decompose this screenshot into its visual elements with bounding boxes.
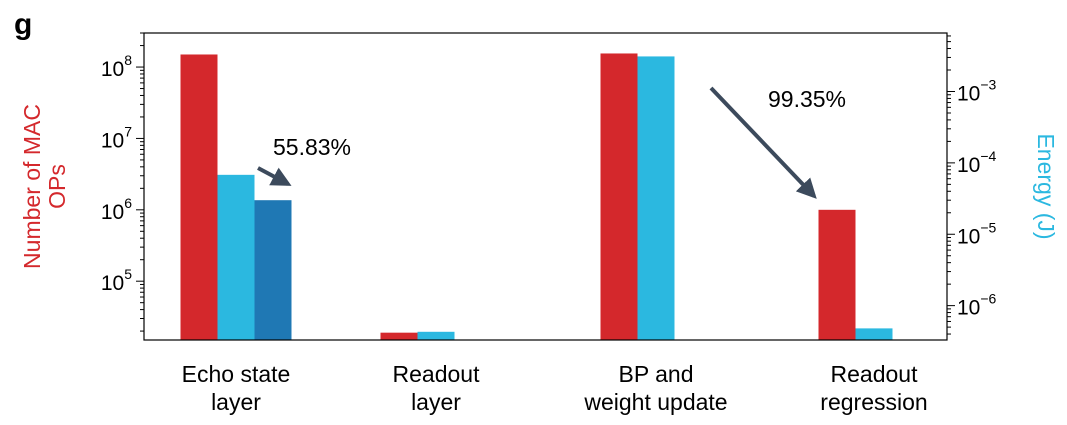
left-axis-label: Number of MACOPs bbox=[19, 104, 70, 269]
left-tick-label: 108 bbox=[101, 52, 132, 81]
bar-series1-cat1 bbox=[417, 331, 455, 340]
reduction-arrow bbox=[709, 86, 817, 199]
bar-series1-cat2 bbox=[637, 56, 675, 340]
panel-label: g bbox=[14, 8, 33, 41]
reduction-label: 55.83% bbox=[273, 134, 351, 160]
left-tick-label: 106 bbox=[101, 195, 132, 224]
category-label: Readout layer bbox=[393, 361, 481, 415]
bar-series2-cat0 bbox=[254, 200, 292, 340]
left-tick-label: 105 bbox=[101, 266, 132, 295]
bar-series0-cat3 bbox=[818, 209, 856, 340]
right-tick-label: 10−6 bbox=[957, 291, 997, 320]
right-tick-label: 10−3 bbox=[957, 76, 997, 105]
category-label: Readout regression bbox=[820, 361, 927, 415]
reduction-arrow bbox=[257, 166, 292, 186]
right-tick-label: 10−4 bbox=[957, 148, 997, 177]
bar-series1-cat0 bbox=[217, 174, 255, 340]
category-label: BP and weight update bbox=[583, 361, 727, 415]
bar-series0-cat2 bbox=[600, 53, 638, 341]
category-label: Echo state layer bbox=[182, 361, 291, 415]
right-tick-label: 10−5 bbox=[957, 219, 997, 248]
left-tick-label: 107 bbox=[101, 123, 132, 152]
right-axis-label: Energy (J) bbox=[1033, 133, 1059, 239]
bar-series0-cat0 bbox=[180, 54, 218, 340]
bar-series1-cat3 bbox=[855, 328, 893, 340]
plot-frame bbox=[143, 32, 948, 341]
bar-series0-cat1 bbox=[380, 332, 418, 340]
reduction-label: 99.35% bbox=[768, 86, 846, 112]
